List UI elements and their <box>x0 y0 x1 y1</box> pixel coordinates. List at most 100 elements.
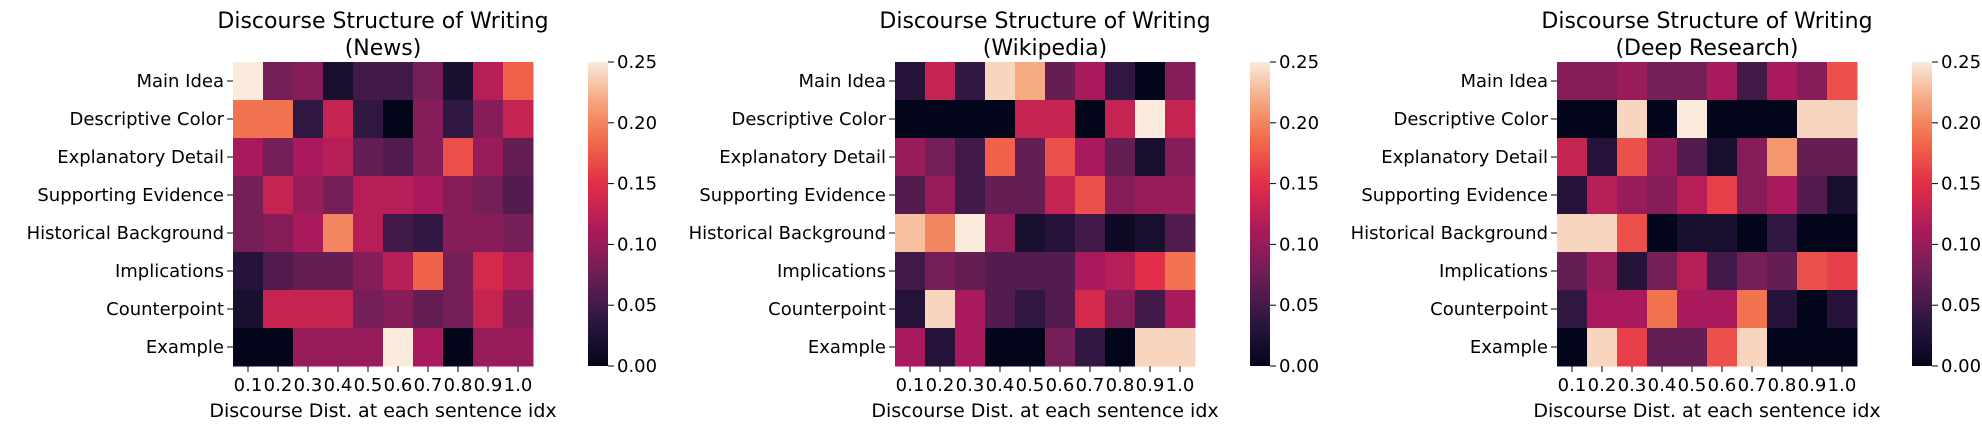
heatmap-cell <box>1677 176 1708 215</box>
y-tick-label: Explanatory Detail <box>57 147 224 168</box>
heatmap-cell <box>443 214 474 253</box>
heatmap-cell <box>383 252 414 291</box>
heatmap-cell <box>1767 328 1798 367</box>
heatmap-cell <box>263 252 294 291</box>
heatmap-cell <box>233 138 264 177</box>
x-tick-label: 0.7 <box>1076 375 1105 396</box>
colorbar-tick-label: 0.00 <box>617 356 657 377</box>
x-tick-label: 0.3 <box>1618 375 1647 396</box>
x-tick-label: 0.5 <box>1016 375 1045 396</box>
heatmap-cell <box>955 62 986 101</box>
heatmap-cell <box>1015 214 1046 253</box>
heatmap-cell <box>1015 62 1046 101</box>
heatmap-cell <box>413 328 444 367</box>
heatmap-cell <box>1075 62 1106 101</box>
heatmap-cell <box>383 176 414 215</box>
heatmap-cell <box>1647 252 1678 291</box>
heatmap-cell <box>1075 138 1106 177</box>
heatmap-cell <box>1737 214 1768 253</box>
heatmap-cell <box>443 138 474 177</box>
heatmap-cell <box>1767 62 1798 101</box>
heatmap-cell <box>1737 62 1768 101</box>
heatmap-cell <box>473 176 504 215</box>
heatmap-cell <box>1165 290 1196 329</box>
heatmap-cell <box>383 100 414 139</box>
x-tick-label: 0.7 <box>1738 375 1767 396</box>
y-tick-label: Example <box>146 337 224 358</box>
heatmap-cell <box>1075 100 1106 139</box>
heatmap-cell <box>1737 290 1768 329</box>
chart-subtitle: (Wikipedia) <box>983 36 1107 61</box>
y-tick-label: Supporting Evidence <box>1361 185 1548 206</box>
y-tick-label: Implications <box>777 261 886 282</box>
heatmap-cell <box>1557 252 1588 291</box>
heatmap-cell <box>1105 138 1136 177</box>
heatmap-cell <box>443 252 474 291</box>
heatmap-cell <box>1557 214 1588 253</box>
chart-subtitle: (Deep Research) <box>1615 36 1798 61</box>
heatmap-cell <box>1797 100 1828 139</box>
heatmap-cell <box>323 290 354 329</box>
heatmap-cell <box>353 100 384 139</box>
x-tick-label: 0.1 <box>896 375 925 396</box>
heatmap-cell <box>233 290 264 329</box>
heatmap-cell <box>383 138 414 177</box>
heatmap-cell <box>1677 62 1708 101</box>
heatmap-cell <box>1707 62 1738 101</box>
colorbar-tick-label: 0.20 <box>1941 113 1981 134</box>
colorbar-tick-label: 0.20 <box>617 113 657 134</box>
colorbar <box>588 62 608 366</box>
heatmap-cell <box>1165 100 1196 139</box>
heatmap-cell <box>895 100 926 139</box>
heatmap-cell <box>293 176 324 215</box>
heatmap-cell <box>895 290 926 329</box>
y-tick-label: Descriptive Color <box>69 109 224 130</box>
x-tick-label: 1.0 <box>1828 375 1857 396</box>
heatmap-cell <box>1135 176 1166 215</box>
y-tick-label: Main Idea <box>798 71 886 92</box>
heatmap-cell <box>1557 176 1588 215</box>
heatmap-cell <box>1165 176 1196 215</box>
heatmap-cell <box>1737 100 1768 139</box>
heatmap-cell <box>985 328 1016 367</box>
heatmap-cell <box>1797 290 1828 329</box>
y-tick-label: Explanatory Detail <box>719 147 886 168</box>
heatmap-cell <box>1797 138 1828 177</box>
heatmap-cell <box>1767 138 1798 177</box>
heatmap-cell <box>263 100 294 139</box>
heatmap-cell <box>503 252 534 291</box>
x-tick-label: 0.8 <box>1106 375 1135 396</box>
chart-title: Discourse Structure of Writing <box>879 9 1210 34</box>
heatmap-cell <box>1827 138 1858 177</box>
x-tick-label: 0.8 <box>444 375 473 396</box>
heatmap-cell <box>985 214 1016 253</box>
x-tick-label: 0.2 <box>1588 375 1617 396</box>
heatmap-cell <box>1827 290 1858 329</box>
heatmap-cell <box>1105 214 1136 253</box>
colorbar-tick-label: 0.25 <box>617 52 657 73</box>
heatmap-cell <box>1135 328 1166 367</box>
x-tick-label: 0.6 <box>1046 375 1075 396</box>
heatmap-cell <box>1587 138 1618 177</box>
heatmap-cell <box>1617 62 1648 101</box>
x-tick-label: 0.6 <box>384 375 413 396</box>
heatmap-cell <box>383 214 414 253</box>
colorbar-tick-label: 0.10 <box>1279 234 1319 255</box>
heatmap-cell <box>1647 100 1678 139</box>
heatmap-cell <box>1557 100 1588 139</box>
heatmap-cell <box>1557 138 1588 177</box>
colorbar-tick-label: 0.15 <box>617 174 657 195</box>
heatmap-cell <box>413 62 444 101</box>
x-axis-label: Discourse Dist. at each sentence idx <box>1533 400 1880 422</box>
y-tick-label: Counterpoint <box>768 299 886 320</box>
heatmap-cell <box>955 290 986 329</box>
heatmap-cell <box>925 62 956 101</box>
colorbar-tick-label: 0.20 <box>1279 113 1319 134</box>
heatmap-cell <box>1165 252 1196 291</box>
heatmap-cell <box>1827 214 1858 253</box>
x-tick-label: 0.5 <box>1678 375 1707 396</box>
heatmap-cell <box>925 252 956 291</box>
heatmap-cell <box>503 62 534 101</box>
heatmap-cell <box>1767 290 1798 329</box>
heatmap-cell <box>383 62 414 101</box>
